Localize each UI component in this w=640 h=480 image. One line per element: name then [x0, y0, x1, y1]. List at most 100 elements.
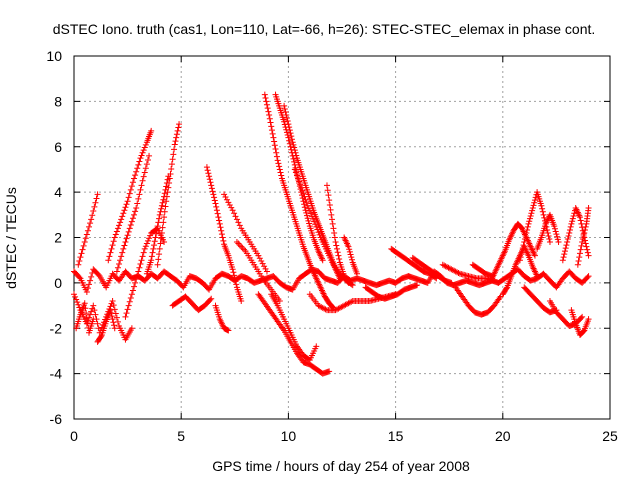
data-point — [523, 229, 530, 236]
data-point — [83, 315, 90, 322]
data-point — [261, 91, 268, 98]
data-point — [561, 248, 568, 255]
data-point — [331, 229, 338, 236]
data-point — [89, 212, 96, 219]
data-point — [129, 287, 136, 294]
data-point — [123, 201, 130, 208]
data-point — [164, 176, 171, 183]
data-point — [127, 186, 134, 193]
data-point — [82, 305, 89, 312]
data-point — [121, 242, 128, 249]
data-point — [540, 211, 547, 218]
data-point — [146, 235, 153, 242]
data-point — [142, 243, 149, 250]
data-point — [268, 123, 275, 130]
data-point — [151, 242, 158, 249]
data-point — [93, 195, 100, 202]
data-point — [206, 173, 213, 180]
data-point — [135, 161, 142, 168]
data-point — [569, 215, 576, 222]
data-point — [161, 190, 168, 197]
data-point — [576, 254, 583, 261]
data-point — [165, 173, 172, 180]
data-point — [316, 231, 323, 238]
data-point — [296, 178, 303, 185]
data-point — [112, 231, 119, 238]
data-point — [140, 147, 147, 154]
data-point — [156, 245, 163, 252]
data-point — [229, 207, 236, 214]
data-point — [266, 115, 273, 122]
data-point — [76, 257, 83, 264]
data-point — [128, 183, 135, 190]
data-point — [519, 248, 526, 255]
data-point — [172, 138, 179, 145]
data-point — [88, 216, 95, 223]
y-tick-label: 8 — [54, 93, 62, 109]
data-point — [290, 155, 297, 162]
data-point — [239, 245, 246, 252]
data-point — [81, 300, 88, 307]
data-point — [124, 198, 131, 205]
data-point — [159, 199, 166, 206]
data-point — [301, 193, 308, 200]
data-point — [205, 170, 212, 177]
data-point — [75, 301, 82, 308]
data-point — [277, 169, 284, 176]
data-point — [154, 261, 161, 268]
data-point — [282, 108, 289, 115]
data-point — [232, 213, 239, 220]
data-point — [259, 260, 266, 267]
data-point — [576, 214, 583, 221]
x-tick-label: 20 — [495, 428, 511, 444]
data-point — [222, 194, 229, 201]
data-point — [564, 236, 571, 243]
data-point — [123, 235, 130, 242]
data-point — [136, 264, 143, 271]
data-point — [312, 221, 319, 228]
data-point — [83, 231, 90, 238]
data-point — [345, 279, 352, 286]
y-tick-label: -2 — [50, 320, 63, 336]
data-point — [225, 327, 232, 334]
data-point — [326, 201, 333, 208]
data-point — [539, 208, 546, 215]
data-point — [111, 234, 118, 241]
data-point — [292, 169, 299, 176]
data-point — [215, 214, 222, 221]
data-point — [81, 239, 88, 246]
data-point — [152, 234, 159, 241]
data-point — [83, 320, 90, 327]
data-point — [313, 343, 320, 350]
data-point — [134, 200, 141, 207]
data-point — [551, 225, 558, 232]
data-point — [291, 144, 298, 151]
data-point — [88, 308, 95, 315]
data-point — [127, 295, 134, 301]
data-point — [125, 302, 132, 309]
data-point — [110, 302, 117, 309]
data-point — [529, 207, 536, 214]
data-point — [82, 235, 89, 242]
data-point — [118, 216, 125, 223]
data-point — [73, 296, 80, 303]
data-point — [80, 242, 87, 249]
data-point — [578, 220, 585, 227]
data-point — [160, 219, 167, 226]
data-point — [94, 191, 101, 198]
data-point — [107, 307, 114, 314]
data-point — [170, 151, 177, 158]
data-point — [111, 306, 118, 313]
data-point — [94, 320, 101, 327]
data-point — [566, 226, 573, 233]
data-point — [218, 231, 225, 238]
data-point — [208, 182, 215, 189]
data-point — [135, 195, 142, 202]
data-point — [532, 194, 539, 201]
data-point — [289, 139, 296, 146]
data-point — [519, 245, 526, 252]
data-point — [83, 310, 90, 317]
data-point — [522, 232, 529, 239]
x-tick-label: 25 — [602, 428, 618, 444]
data-point — [109, 242, 116, 249]
